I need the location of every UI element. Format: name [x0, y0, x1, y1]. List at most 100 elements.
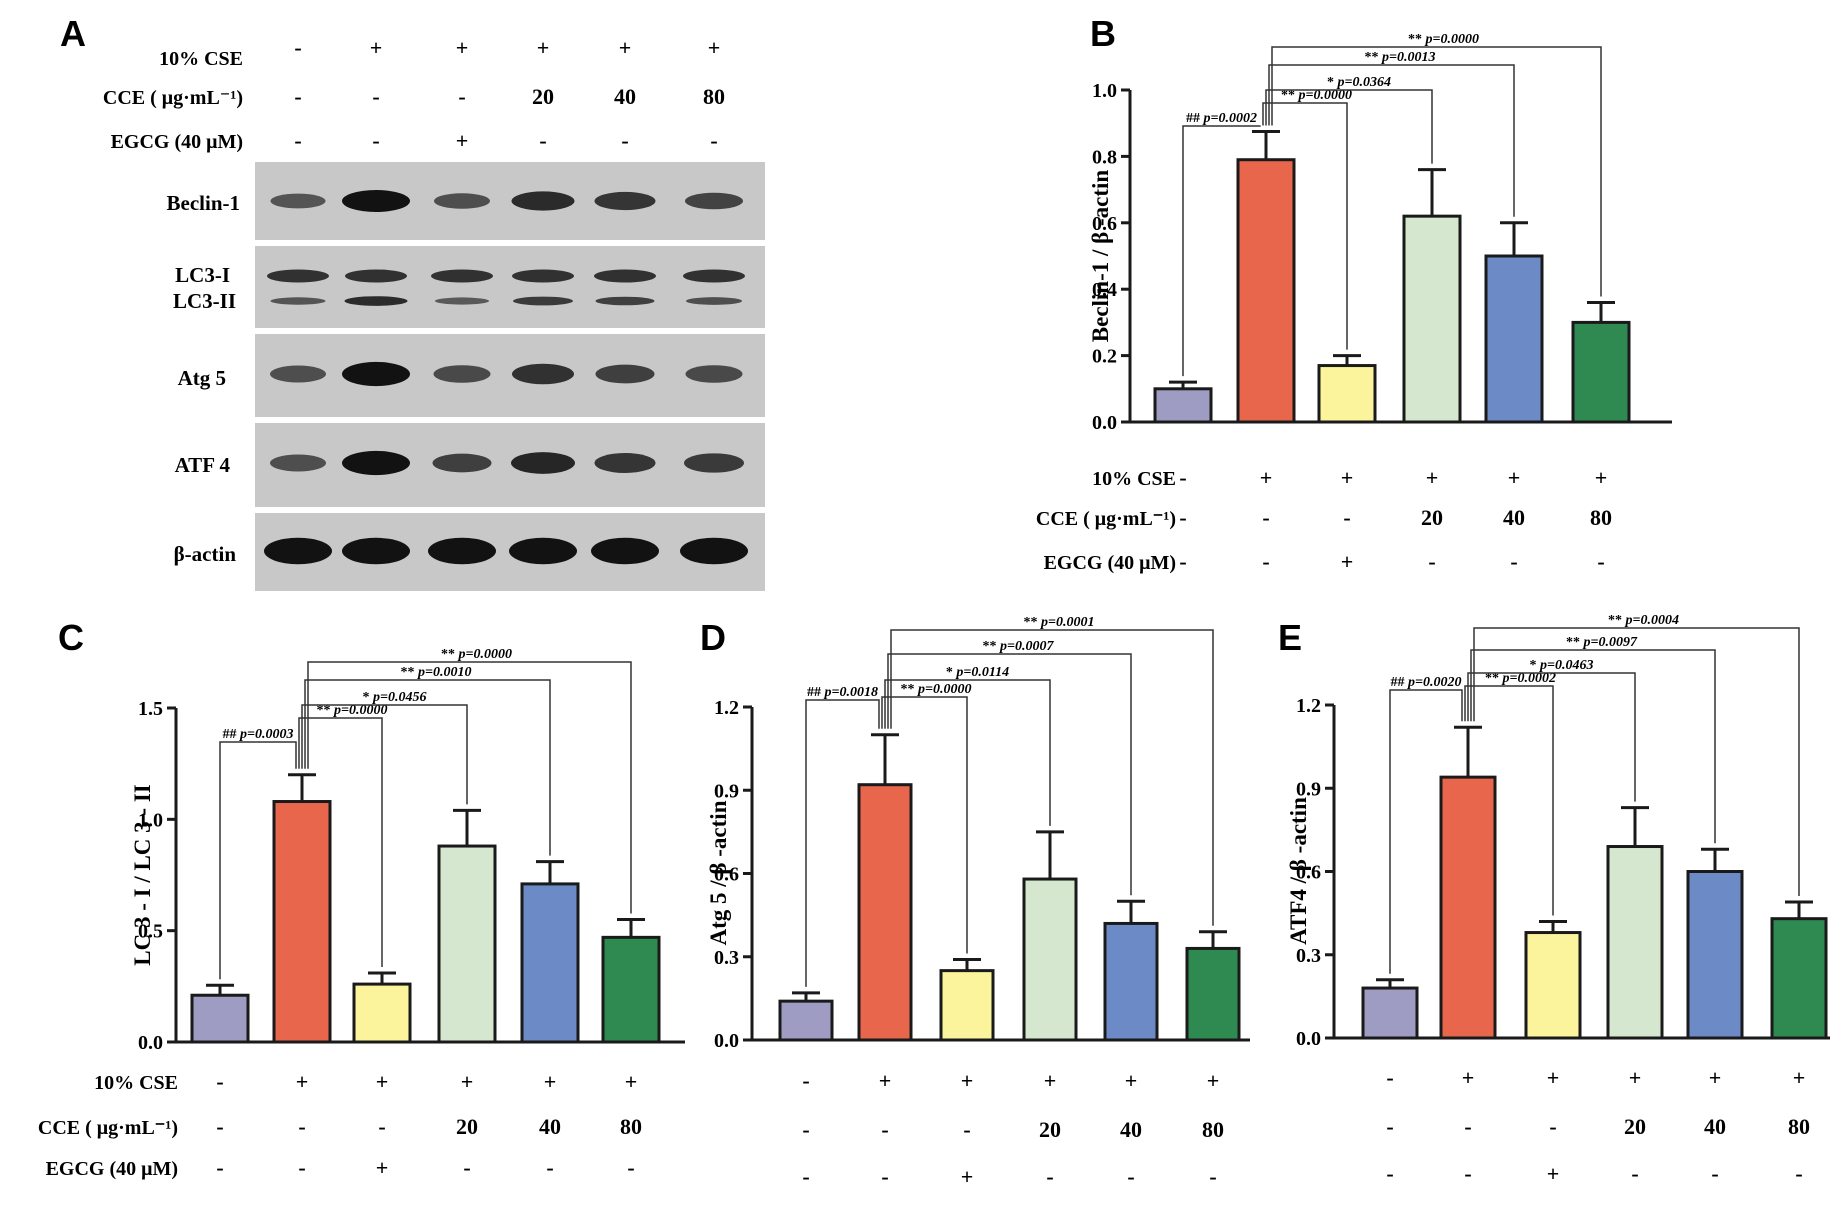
- chart-c-sig-bracket-3: [301, 704, 468, 805]
- chart-d-sig-label-2: ** p=0.0000: [901, 682, 972, 697]
- chart-e-ytick-label: 1.2: [1296, 695, 1321, 717]
- blot-strip-lc3: [255, 246, 765, 328]
- chart-d-ytick-label: 0.3: [714, 947, 739, 969]
- chart-c-treatment-cce-5: 40: [539, 1114, 561, 1139]
- blot-band-lc3-i-lane-1: [267, 269, 329, 283]
- chart-c-sig-bracket-1: [219, 741, 297, 980]
- chart-d-treatment-cce-6: 80: [1202, 1117, 1224, 1142]
- chart-b-ytick-label: 0.6: [1092, 213, 1117, 235]
- chart-e-bar-3: [1524, 931, 1582, 1040]
- blot-band-beclin-1-lane-6: [685, 192, 743, 210]
- blot-treatment-cce-1: -: [294, 84, 301, 109]
- chart-e-treatment-egcg-5: -: [1711, 1161, 1718, 1186]
- chart-b-treatment-cce-2: -: [1262, 505, 1269, 530]
- chart-c-sig-label-5: ** p=0.0000: [441, 647, 512, 662]
- chart-d-sig-bracket-2: [881, 696, 968, 954]
- chart-b-bar-3: [1317, 364, 1377, 424]
- chart-d-sig-bracket-1: [805, 699, 880, 987]
- blot-band-beclin-1-lane-2: [342, 190, 410, 212]
- blot-band-atf-4-lane-2: [342, 450, 410, 476]
- chart-b-treatment-egcg-4: -: [1428, 549, 1435, 574]
- chart-e-treatment-cse-1: -: [1386, 1065, 1393, 1090]
- chart-c-bar-3: [352, 982, 412, 1044]
- chart-b-sig-label-3: * p=0.0364: [1327, 75, 1391, 90]
- chart-d-treatment-cse-3: +: [961, 1068, 974, 1093]
- chart-e-treatment-egcg-1: -: [1386, 1161, 1393, 1186]
- chart-d-treatment-cse-2: +: [879, 1068, 892, 1093]
- chart-c-treatment-cse-5: +: [544, 1069, 557, 1094]
- chart-e-sig-label-3: * p=0.0463: [1530, 658, 1594, 673]
- chart-c-ytick-label: 1.0: [138, 809, 163, 831]
- chart-d-treatment-egcg-2: -: [881, 1164, 888, 1189]
- blot-band-atg-5-lane-6: [685, 365, 743, 383]
- chart-e-treatment-cce-1: -: [1386, 1114, 1393, 1139]
- chart-c-treatment-egcg-6: -: [627, 1155, 634, 1180]
- chart-b-treatment-egcg-2: -: [1262, 549, 1269, 574]
- chart-d-treatment-egcg-4: -: [1046, 1164, 1053, 1189]
- chart-d-treatment-egcg-5: -: [1127, 1164, 1134, 1189]
- chart-e-treatment-cce-2: -: [1464, 1114, 1471, 1139]
- chart-b-sig-label-2: ** p=0.0000: [1281, 88, 1352, 103]
- chart-d-ytick-label: 0.0: [714, 1030, 739, 1052]
- chart-d-ytick-label: 0.6: [714, 864, 739, 886]
- blot-band--actin-lane-2: [342, 537, 410, 565]
- blot-band-lc3-ii-lane-3: [435, 297, 489, 305]
- blot-band-atg-5-lane-1: [270, 365, 326, 383]
- blot-band-lc3-ii-lane-2: [344, 296, 408, 306]
- blot-band-lc3-i-lane-4: [512, 269, 574, 283]
- chart-b-treatment-egcg-3: +: [1341, 549, 1354, 574]
- chart-b-sig-bracket-1: [1182, 125, 1261, 377]
- chart-e-bar-4: [1606, 845, 1664, 1040]
- panel-letter-a: A: [60, 13, 86, 54]
- blot-row-label-cce: CCE ( μg·mL⁻¹): [103, 87, 243, 109]
- chart-c-bar-1: [190, 993, 250, 1044]
- chart-d-ytick-label: 0.9: [714, 780, 739, 802]
- chart-c-sig-label-1: ## p=0.0003: [223, 727, 294, 742]
- blot-band-lc3-ii-lane-6: [686, 297, 742, 305]
- chart-b-sig-label-4: ** p=0.0013: [1365, 50, 1436, 65]
- chart-c-row-label-cse: 10% CSE: [94, 1072, 178, 1094]
- chart-c-bar-2: [272, 800, 332, 1044]
- blot-treatment-cce-3: -: [458, 84, 465, 109]
- chart-e-sig-bracket-1: [1389, 689, 1463, 974]
- chart-c-treatment-cse-3: +: [376, 1069, 389, 1094]
- chart-e-ytick-label: 0.9: [1296, 778, 1321, 800]
- blot-treatment-egcg-4: -: [539, 128, 546, 153]
- blot-band-atg-5-lane-3: [433, 365, 491, 383]
- chart-e-treatment-cce-4: 20: [1624, 1114, 1646, 1139]
- chart-d-sig-bracket-4: [887, 653, 1132, 896]
- blot-treatment-egcg-3: +: [456, 128, 469, 153]
- chart-b-treatment-cce-3: -: [1343, 505, 1350, 530]
- blot-strip-atf4: [255, 423, 765, 507]
- chart-c-ytick-label: 0.5: [138, 921, 163, 943]
- chart-d-bar-3: [939, 969, 995, 1042]
- blot-band-lc3-i-lane-2: [345, 269, 407, 283]
- chart-c-treatment-egcg-4: -: [463, 1155, 470, 1180]
- chart-b-sig-bracket-3: [1265, 89, 1433, 164]
- blot-band-lc3-ii-lane-1: [270, 297, 326, 305]
- chart-e-treatment-cce-3: -: [1549, 1114, 1556, 1139]
- blot-band-beclin-1-lane-5: [594, 191, 656, 211]
- chart-c-ytick-label: 1.5: [138, 698, 163, 720]
- chart-e-sig-bracket-3: [1467, 672, 1636, 802]
- chart-c-row-label-egcg: EGCG (40 μM): [46, 1158, 178, 1180]
- blot-band-beclin-1-lane-3: [434, 193, 490, 209]
- blot-band-atf-4-lane-6: [684, 453, 744, 473]
- chart-c-treatment-egcg-3: +: [376, 1155, 389, 1180]
- chart-e-treatment-cse-4: +: [1629, 1065, 1642, 1090]
- blot-band--actin-lane-5: [591, 537, 659, 565]
- panel-letter-b: B: [1090, 13, 1116, 54]
- blot-band-atg-5-lane-4: [512, 363, 574, 385]
- chart-e-sig-label-5: ** p=0.0004: [1608, 613, 1679, 628]
- blot-band-beclin-1-lane-4: [511, 191, 575, 211]
- chart-d-treatment-egcg-3: +: [961, 1164, 974, 1189]
- chart-c-sig-label-2: ** p=0.0000: [317, 703, 388, 718]
- chart-d-treatment-egcg-1: -: [802, 1164, 809, 1189]
- chart-d-sig-label-5: ** p=0.0001: [1024, 615, 1095, 630]
- chart-d-ytick-label: 1.2: [714, 697, 739, 719]
- blot-treatment-cce-6: 80: [703, 84, 725, 109]
- chart-b-bar-1: [1153, 387, 1213, 424]
- chart-b-sig-label-1: ## p=0.0002: [1186, 111, 1257, 126]
- blot-treatment-table: 10% CSE CCE ( μg·mL⁻¹) EGCG (40 μM) - + + +…: [103, 35, 725, 153]
